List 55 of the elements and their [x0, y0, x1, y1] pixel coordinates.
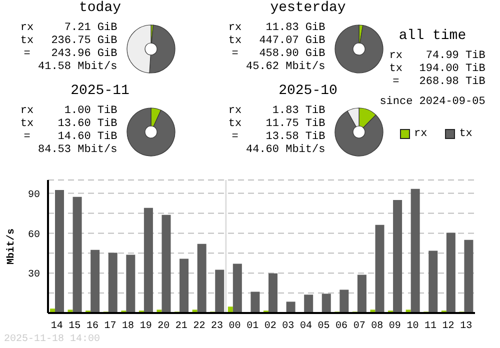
x-tick-label: 07: [353, 321, 366, 332]
x-tick-label: 18: [122, 321, 134, 332]
y-tick-label: 90: [28, 190, 40, 201]
text: = 243.96 GiB: [24, 48, 118, 60]
x-tick-label: 00: [228, 321, 241, 332]
y-tick-label: 30: [28, 270, 40, 281]
y-tick-label: 60: [28, 230, 40, 241]
chart-title: yesterday: [269, 0, 347, 16]
text: tx 13.60 TiB: [20, 118, 118, 130]
y-axis-title: Mbit/s: [6, 228, 18, 265]
x-tick-label: 05: [318, 321, 330, 332]
chart-title: today: [78, 0, 122, 16]
x-tick-label: 06: [336, 321, 348, 332]
x-tick-label: 09: [388, 321, 401, 332]
text: 44.60 Mbit/s: [246, 144, 326, 157]
x-tick-label: 16: [86, 321, 98, 332]
x-tick-label: 17: [104, 321, 116, 332]
text: tx 194.00 TiB: [389, 63, 486, 75]
x-tick-label: 12: [442, 321, 454, 332]
legend-label: rx: [414, 128, 428, 140]
legend-label: tx: [459, 128, 472, 140]
text: 41.58 Mbit/s: [38, 61, 118, 74]
text: tx 236.75 GiB: [20, 35, 118, 47]
chart-title: 2025-10: [278, 83, 338, 99]
text: tx 11.75 TiB: [228, 118, 326, 130]
x-tick-label: 10: [406, 321, 419, 332]
x-tick-label: 04: [300, 321, 312, 332]
x-tick-label: 23: [211, 321, 224, 332]
x-tick-label: 11: [424, 321, 437, 332]
x-tick-label: 02: [264, 321, 276, 332]
x-tick-label: 21: [175, 321, 188, 332]
x-tick-label: 01: [246, 321, 259, 332]
text: rx 74.99 TiB: [389, 50, 486, 62]
x-tick-label: 14: [50, 321, 63, 332]
text: rx 1.83 TiB: [228, 105, 326, 117]
chart-title: 2025-11: [70, 83, 130, 99]
x-tick-label: 19: [140, 321, 152, 332]
text: = 14.60 TiB: [24, 131, 118, 143]
text: 84.53 Mbit/s: [38, 144, 118, 157]
text: = 458.90 GiB: [232, 48, 326, 60]
text: tx 447.07 GiB: [228, 35, 326, 47]
x-tick-label: 20: [158, 321, 170, 332]
text: since 2024-09-05: [380, 95, 486, 109]
text: rx 7.21 GiB: [20, 22, 118, 34]
text: all time: [398, 28, 468, 44]
text: 45.62 Mbit/s: [246, 61, 326, 74]
text: rx 11.83 GiB: [228, 22, 326, 34]
text: rx 1.00 TiB: [20, 105, 118, 117]
x-tick-label: 22: [193, 321, 206, 332]
x-tick-label: 13: [460, 321, 472, 332]
x-tick-label: 08: [371, 321, 384, 332]
text: = 268.98 TiB: [392, 76, 486, 88]
text: = 13.58 TiB: [232, 131, 326, 143]
x-tick-label: 03: [282, 321, 294, 332]
x-tick-label: 15: [68, 321, 81, 332]
